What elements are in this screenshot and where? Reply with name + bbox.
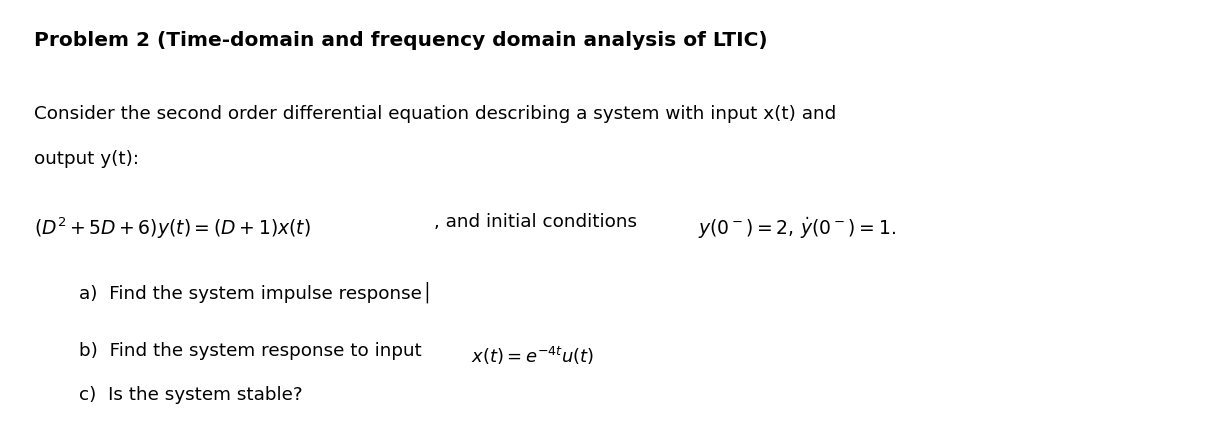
Text: $(D^2 +5D+6)y(t) = (D+1)x(t)$: $(D^2 +5D+6)y(t) = (D+1)x(t)$	[34, 216, 310, 241]
Text: $y(0^-) = 2,\,\dot{y}(0^-) = 1.$: $y(0^-) = 2,\,\dot{y}(0^-) = 1.$	[698, 216, 896, 241]
Text: c)  Is the system stable?: c) Is the system stable?	[79, 386, 303, 404]
Text: b)  Find the system response to input: b) Find the system response to input	[79, 342, 422, 360]
Text: $x(t) = e^{-4t}u(t)$: $x(t) = e^{-4t}u(t)$	[471, 345, 595, 368]
Text: Consider the second order differential equation describing a system with input x: Consider the second order differential e…	[34, 105, 836, 123]
Text: Problem 2 (Time-domain and frequency domain analysis of LTIC): Problem 2 (Time-domain and frequency dom…	[34, 31, 767, 50]
Text: output y(t):: output y(t):	[34, 150, 139, 168]
Text: , and initial conditions: , and initial conditions	[434, 213, 636, 231]
Text: a)  Find the system impulse response│: a) Find the system impulse response│	[79, 281, 433, 303]
